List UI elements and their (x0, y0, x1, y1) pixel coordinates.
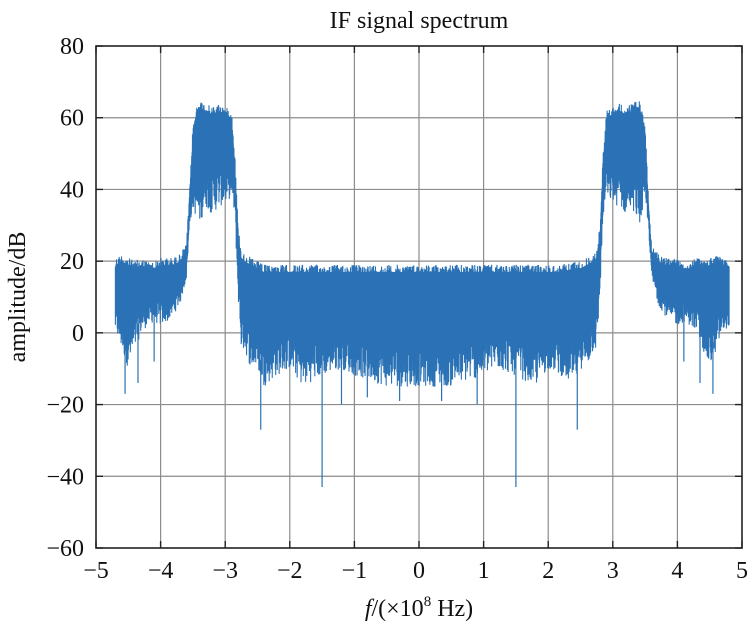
x-tick-label: −4 (148, 558, 174, 584)
y-tick-label: −20 (46, 393, 84, 419)
y-tick-label: −40 (46, 464, 84, 490)
y-tick-label: 60 (60, 106, 84, 132)
x-tick-label: −1 (342, 558, 368, 584)
y-tick-label: 80 (60, 34, 84, 60)
y-tick-label: 0 (72, 321, 84, 347)
x-axis-label-exponent: 8 (424, 594, 432, 610)
y-tick-label: −60 (46, 536, 84, 562)
y-tick-label: 20 (60, 249, 84, 275)
x-tick-label: −5 (83, 558, 109, 584)
plot-area (114, 101, 730, 488)
spectrum-series-core (115, 106, 730, 320)
y-axis-label: amplitude/dB (5, 232, 31, 363)
x-axis-label-var: f (365, 596, 375, 622)
ticks: −5 −4 −3 −2 −1 0 1 2 3 4 5 −60 −40 −20 0 20 40 60 80 (46, 34, 748, 584)
x-tick-label: 4 (671, 558, 683, 584)
x-tick-label: 1 (478, 558, 490, 584)
x-axis-label-prefix: /(×10 (371, 596, 423, 622)
x-tick-label: 0 (413, 558, 425, 584)
x-tick-label: −3 (212, 558, 238, 584)
x-tick-label: 3 (607, 558, 619, 584)
x-tick-label: 2 (542, 558, 554, 584)
y-tick-label: 40 (60, 177, 84, 203)
x-axis-label-unit: Hz) (431, 596, 473, 622)
x-axis-label: f/(×108 Hz) (365, 594, 473, 622)
x-tick-label: 5 (736, 558, 748, 584)
x-tick-label: −2 (277, 558, 303, 584)
chart-title: IF signal spectrum (330, 8, 509, 34)
